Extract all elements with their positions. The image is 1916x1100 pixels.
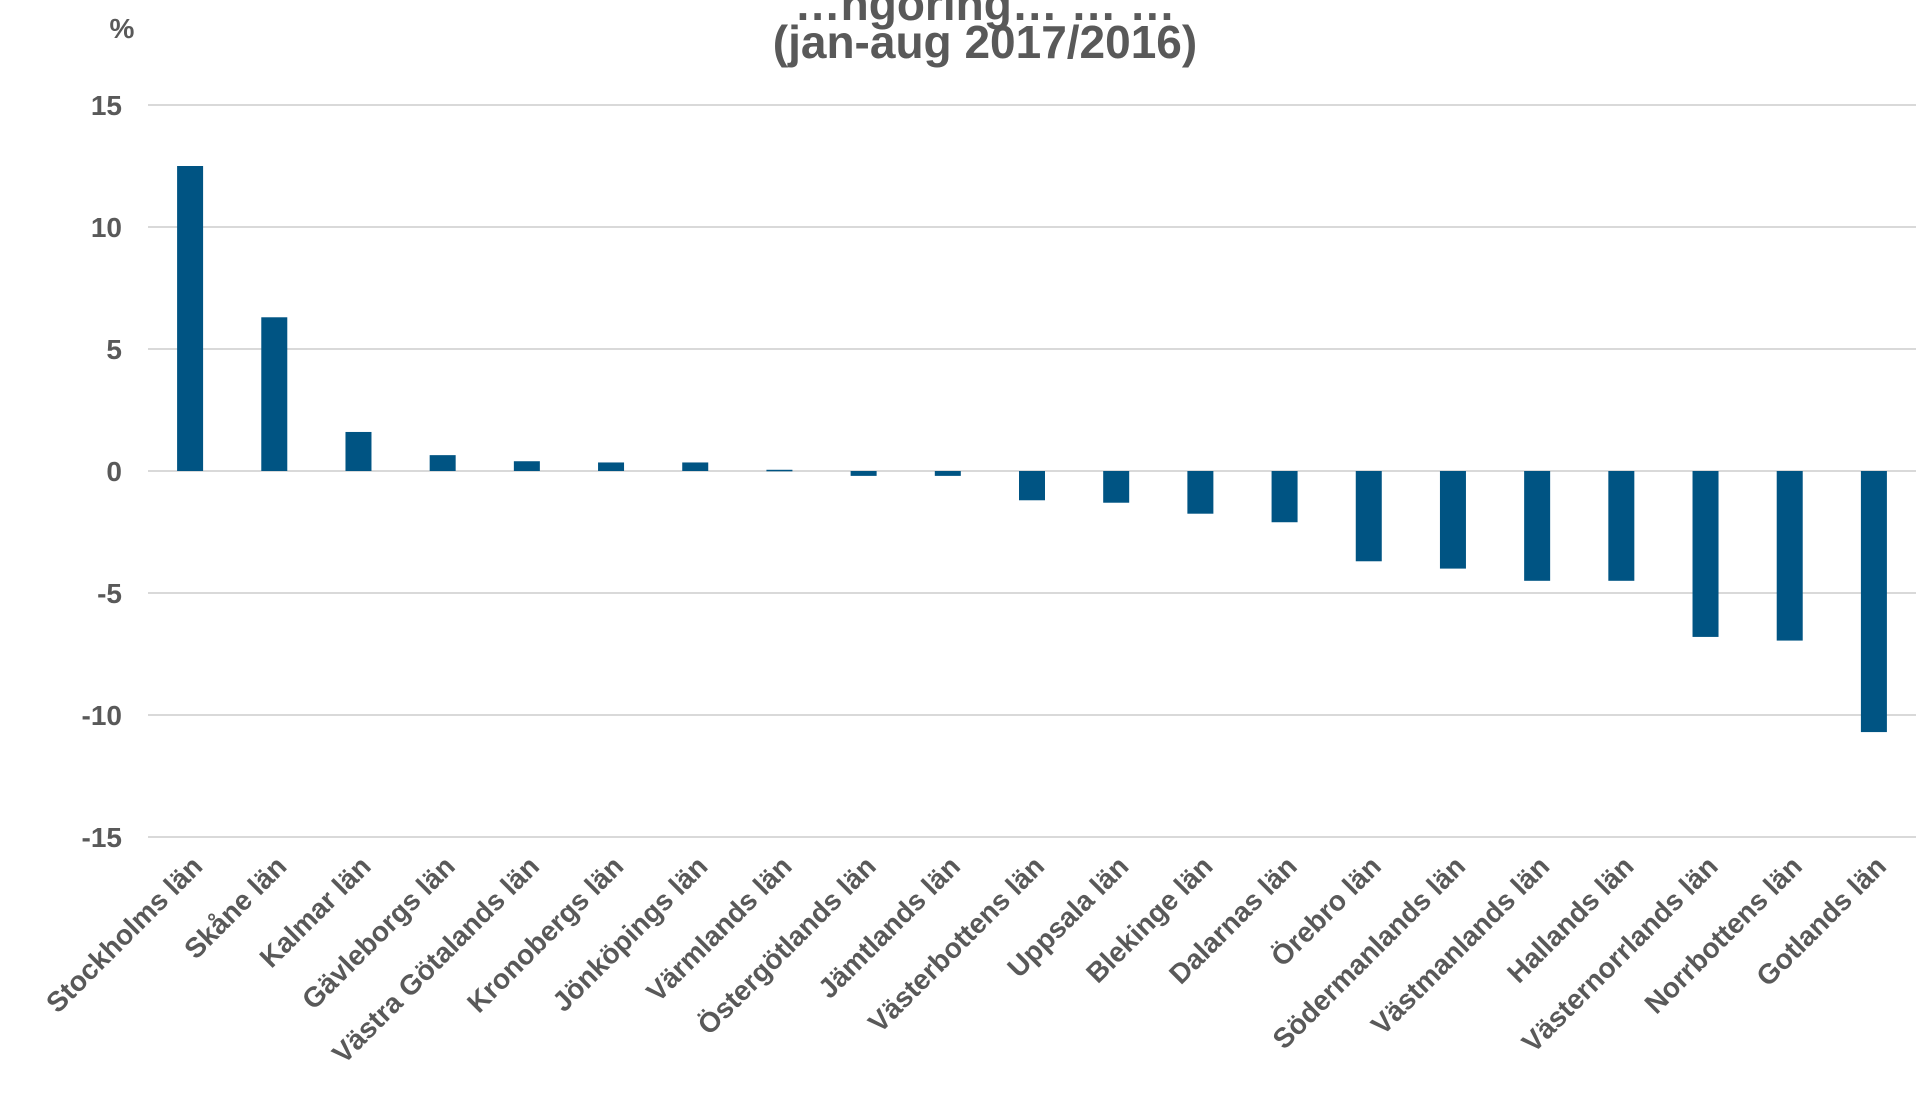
y-axis-unit-label: % — [110, 13, 135, 44]
bar — [1271, 471, 1298, 523]
bar — [261, 317, 288, 471]
chart-title-line-2: (jan-aug 2017/2016) — [773, 16, 1197, 68]
bar — [766, 469, 793, 472]
x-tick-label: Jämtlands län — [812, 850, 966, 1004]
x-tick-label: Kronobergs län — [461, 850, 629, 1018]
x-tick-label: Stockholms län — [40, 850, 208, 1018]
x-tick-label: Gävleborgs län — [296, 850, 461, 1015]
bar — [850, 471, 877, 476]
y-tick-label: 0 — [106, 456, 122, 487]
bar — [934, 471, 961, 476]
y-axis-ticks: 15 10 5 0 -5 -10 -15 — [82, 90, 122, 853]
bar — [1692, 471, 1719, 637]
bar — [513, 461, 540, 471]
bar — [1439, 471, 1466, 569]
y-tick-label: -10 — [82, 700, 122, 731]
bars — [177, 166, 1887, 733]
y-tick-label: 15 — [91, 90, 122, 121]
x-tick-label: Jönköpings län — [546, 850, 713, 1017]
bar — [1019, 471, 1045, 501]
bar — [1355, 471, 1382, 562]
y-tick-label: -5 — [97, 578, 122, 609]
bar — [1524, 471, 1551, 581]
y-tick-label: 5 — [106, 334, 122, 365]
y-tick-label: 10 — [91, 212, 122, 243]
bar — [1608, 471, 1635, 581]
bar — [1776, 471, 1803, 641]
bar — [1187, 471, 1214, 514]
bar — [1103, 471, 1130, 503]
bar — [429, 455, 456, 471]
x-tick-label: Värmlands län — [640, 850, 797, 1007]
chart-title-line-1: …ngöring… … … — [795, 0, 1176, 30]
x-tick-label: Norrbottens län — [1639, 850, 1808, 1019]
bar — [598, 462, 625, 471]
chart-title: …ngöring… … … (jan-aug 2017/2016) — [773, 0, 1197, 68]
bar — [177, 166, 204, 471]
y-tick-label: -15 — [82, 822, 122, 853]
bar — [682, 462, 709, 471]
bar — [1860, 471, 1887, 733]
bar — [345, 431, 372, 471]
